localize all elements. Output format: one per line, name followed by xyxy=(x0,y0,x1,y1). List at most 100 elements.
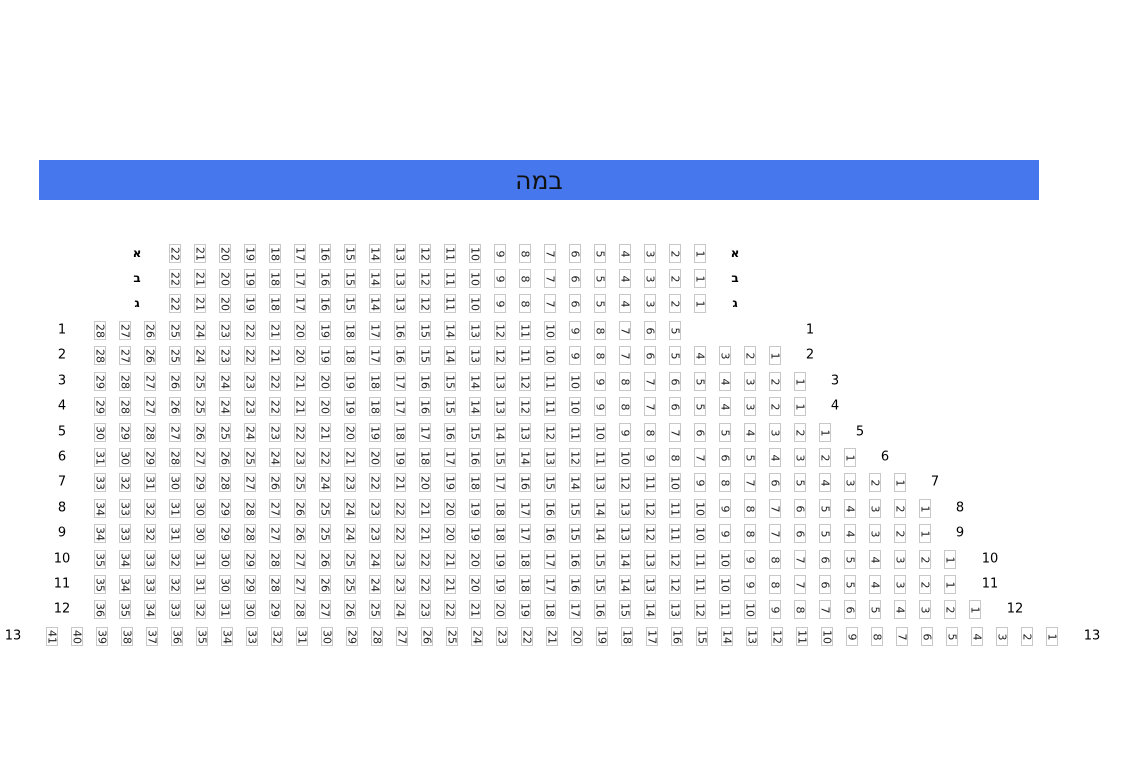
seat[interactable]: 27 xyxy=(294,575,307,594)
seat[interactable]: 21 xyxy=(344,448,357,467)
seat[interactable]: 18 xyxy=(344,321,357,340)
seat[interactable]: 29 xyxy=(94,397,107,416)
seat[interactable]: 5 xyxy=(844,575,857,594)
seat[interactable]: 28 xyxy=(294,600,307,619)
seat[interactable]: 13 xyxy=(669,600,682,619)
seat[interactable]: 19 xyxy=(394,448,407,467)
seat[interactable]: 29 xyxy=(219,524,232,543)
seat[interactable]: 35 xyxy=(196,627,209,646)
seat[interactable]: 9 xyxy=(719,524,732,543)
seat[interactable]: 27 xyxy=(269,499,282,518)
seat[interactable]: 26 xyxy=(319,550,332,569)
seat[interactable]: 32 xyxy=(169,550,182,569)
seat[interactable]: 33 xyxy=(119,499,132,518)
seat[interactable]: 12 xyxy=(569,448,582,467)
seat[interactable]: 22 xyxy=(521,627,534,646)
seat[interactable]: 27 xyxy=(144,397,157,416)
seat[interactable]: 21 xyxy=(444,550,457,569)
seat[interactable]: 12 xyxy=(544,423,557,442)
seat[interactable]: 16 xyxy=(569,550,582,569)
seat[interactable]: 4 xyxy=(869,575,882,594)
seat[interactable]: 31 xyxy=(169,524,182,543)
seat[interactable]: 32 xyxy=(119,473,132,492)
seat[interactable]: 30 xyxy=(94,423,107,442)
seat[interactable]: 21 xyxy=(444,575,457,594)
seat[interactable]: 11 xyxy=(519,321,532,340)
seat[interactable]: 7 xyxy=(694,448,707,467)
seat[interactable]: 8 xyxy=(719,473,732,492)
seat[interactable]: 5 xyxy=(869,600,882,619)
seat[interactable]: 26 xyxy=(269,473,282,492)
seat[interactable]: 1 xyxy=(919,499,932,518)
seat[interactable]: 10 xyxy=(744,600,757,619)
seat[interactable]: 9 xyxy=(494,244,507,263)
seat[interactable]: 6 xyxy=(819,575,832,594)
seat[interactable]: 13 xyxy=(394,244,407,263)
seat[interactable]: 38 xyxy=(121,627,134,646)
seat[interactable]: 9 xyxy=(694,473,707,492)
seat[interactable]: 14 xyxy=(494,423,507,442)
seat[interactable]: 4 xyxy=(619,269,632,288)
seat[interactable]: 5 xyxy=(794,473,807,492)
seat[interactable]: 9 xyxy=(769,600,782,619)
seat[interactable]: 8 xyxy=(519,294,532,313)
seat[interactable]: 11 xyxy=(544,397,557,416)
seat[interactable]: 20 xyxy=(571,627,584,646)
seat[interactable]: 24 xyxy=(219,397,232,416)
seat[interactable]: 17 xyxy=(544,575,557,594)
seat[interactable]: 29 xyxy=(346,627,359,646)
seat[interactable]: 3 xyxy=(744,397,757,416)
seat[interactable]: 20 xyxy=(294,321,307,340)
seat[interactable]: 13 xyxy=(394,269,407,288)
seat[interactable]: 26 xyxy=(219,448,232,467)
seat[interactable]: 4 xyxy=(869,550,882,569)
seat[interactable]: 27 xyxy=(119,346,132,365)
seat[interactable]: 14 xyxy=(369,269,382,288)
seat[interactable]: 13 xyxy=(394,294,407,313)
seat[interactable]: 1 xyxy=(969,600,982,619)
seat[interactable]: 29 xyxy=(194,473,207,492)
seat[interactable]: 29 xyxy=(144,448,157,467)
seat[interactable]: 14 xyxy=(369,294,382,313)
seat[interactable]: 16 xyxy=(594,600,607,619)
seat[interactable]: 15 xyxy=(469,423,482,442)
seat[interactable]: 21 xyxy=(269,346,282,365)
seat[interactable]: 24 xyxy=(394,600,407,619)
seat[interactable]: 24 xyxy=(244,423,257,442)
seat[interactable]: 26 xyxy=(421,627,434,646)
seat[interactable]: 14 xyxy=(444,346,457,365)
seat[interactable]: 9 xyxy=(744,550,757,569)
seat[interactable]: 2 xyxy=(769,372,782,391)
seat[interactable]: 2 xyxy=(1021,627,1034,646)
seat[interactable]: 1 xyxy=(944,550,957,569)
seat[interactable]: 14 xyxy=(369,244,382,263)
seat[interactable]: 3 xyxy=(744,372,757,391)
seat[interactable]: 21 xyxy=(194,269,207,288)
seat[interactable]: 12 xyxy=(694,600,707,619)
seat[interactable]: 11 xyxy=(569,423,582,442)
seat[interactable]: 15 xyxy=(344,269,357,288)
seat[interactable]: 22 xyxy=(294,423,307,442)
seat[interactable]: 8 xyxy=(619,372,632,391)
seat[interactable]: 13 xyxy=(619,499,632,518)
seat[interactable]: 3 xyxy=(919,600,932,619)
seat[interactable]: 24 xyxy=(219,372,232,391)
seat[interactable]: 21 xyxy=(419,499,432,518)
seat[interactable]: 27 xyxy=(119,321,132,340)
seat[interactable]: 19 xyxy=(596,627,609,646)
seat[interactable]: 17 xyxy=(419,423,432,442)
seat[interactable]: 18 xyxy=(269,269,282,288)
seat[interactable]: 6 xyxy=(769,473,782,492)
seat[interactable]: 26 xyxy=(144,346,157,365)
seat[interactable]: 21 xyxy=(269,321,282,340)
seat[interactable]: 26 xyxy=(294,499,307,518)
seat[interactable]: 14 xyxy=(619,575,632,594)
seat[interactable]: 12 xyxy=(619,473,632,492)
seat[interactable]: 15 xyxy=(344,294,357,313)
seat[interactable]: 7 xyxy=(619,346,632,365)
seat[interactable]: 16 xyxy=(419,397,432,416)
seat[interactable]: 1 xyxy=(694,269,707,288)
seat[interactable]: 24 xyxy=(344,524,357,543)
seat[interactable]: 11 xyxy=(796,627,809,646)
seat[interactable]: 20 xyxy=(294,346,307,365)
